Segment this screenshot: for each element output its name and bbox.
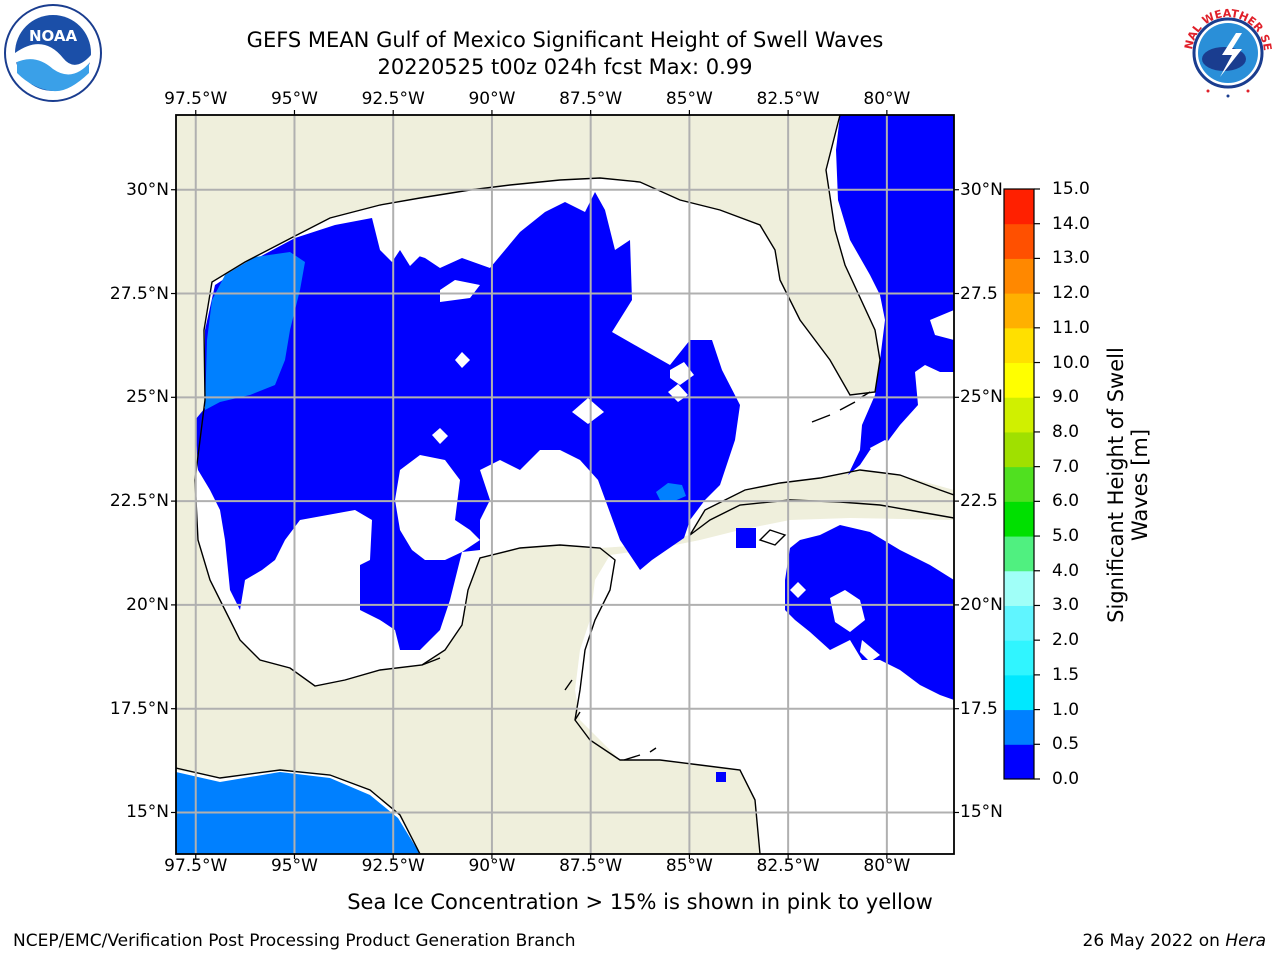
colorbar-segment [1004,536,1034,572]
colorbar-tick-label: 1.0 [1052,699,1080,720]
lat-label-right: 27.5 [960,283,998,304]
colorbar-segment [1004,744,1034,780]
colorbar-segment [1004,466,1034,502]
lon-label-top: 95°W [270,89,318,109]
colorbar-tick-label: 12.0 [1052,283,1090,304]
chart-title: GEFS MEAN Gulf of Mexico Significant Hei… [246,28,884,52]
colorbar-tick-label: 5.0 [1052,526,1080,547]
lon-label-bottom: 92.5°W [361,856,425,876]
lat-label-right: 20°N [960,594,1003,615]
colorbar-tick-label: 0.0 [1052,769,1080,789]
lat-label-left: 30°N [126,179,169,200]
colorbar-segment [1004,362,1034,398]
colorbar-tick-label: 9.0 [1052,387,1080,408]
lat-label-left: 25°N [126,387,169,408]
colorbar-tick-label: 3.0 [1052,595,1080,616]
footer-date: 26 May 2022 on Hera [1082,931,1267,951]
lon-label-bottom: 97.5°W [164,856,228,876]
lon-label-top: 80°W [863,89,911,109]
colorbar-tick-label: 4.0 [1052,560,1080,581]
colorbar-segment [1004,640,1034,676]
colorbar-segment [1004,674,1034,711]
colorbar-segment [1004,605,1034,641]
colorbar-tick-label: 10.0 [1052,352,1090,373]
lon-label-top: 92.5°W [361,89,425,109]
colorbar-segment [1004,258,1034,294]
lon-label-top: 87.5°W [559,89,623,109]
colorbar-segment [1004,397,1034,433]
colorbar-tick-label: 14.0 [1052,213,1090,234]
lat-label-left: 17.5°N [109,698,169,719]
lat-label-left: 22.5°N [109,491,169,512]
lon-label-bottom: 95°W [270,856,318,876]
lat-label-left: 15°N [126,802,169,823]
lon-label-top: 90°W [468,89,516,109]
footer-credit: NCEP/EMC/Verification Post Processing Pr… [13,931,576,951]
lat-label-right: 22.5 [960,491,998,512]
colorbar-segment [1004,570,1034,606]
colorbar-segment [1004,431,1034,468]
colorbar-tick-label: 13.0 [1052,248,1090,269]
lon-label-top: 97.5°W [164,89,228,109]
lon-label-bottom: 90°W [468,856,516,876]
graticule [176,115,954,854]
noaa-logo: NOAA [4,4,102,102]
lat-label-left: 27.5°N [109,283,169,304]
colorbar-tick-label: 0.5 [1052,734,1080,755]
colorbar-segment [1004,709,1034,745]
lon-label-top: 85°W [665,89,713,109]
colorbar-tick-label: 2.0 [1052,630,1080,651]
colorbar-segment [1004,327,1034,364]
colorbar-tick-label: 11.0 [1052,317,1090,338]
lon-label-bottom: 80°W [863,856,911,876]
svg-text:NOAA: NOAA [29,27,78,45]
lon-label-top: 82.5°W [756,89,820,109]
colorbar-tick-label: 8.0 [1052,421,1080,442]
colorbar-segment [1004,189,1034,225]
colorbar-tick-label: 7.0 [1052,456,1080,477]
map-frame [175,114,955,855]
lon-label-bottom: 87.5°W [559,856,623,876]
lat-label-right: 25°N [960,387,1003,408]
lat-label-right: 15°N [960,802,1003,823]
swell-field-low [195,115,954,782]
colorbar-segment [1004,501,1034,537]
colorbar-tick-label: 1.5 [1052,664,1080,685]
lon-label-bottom: 85°W [665,856,713,876]
colorbar-title: Significant Height of Swell Waves [m] [1104,347,1152,623]
colorbar-segment [1004,293,1034,329]
lat-label-right: 30°N [960,179,1003,200]
sea-ice-note: Sea Ice Concentration > 15% is shown in … [347,890,933,914]
colorbar-segment [1004,223,1034,259]
lon-label-bottom: 82.5°W [756,856,820,876]
lat-label-left: 20°N [126,594,169,615]
lat-label-right: 17.5 [960,698,998,719]
chart-subtitle: 20220525 t00z 024h fcst Max: 0.99 [377,55,753,79]
national-weather-service-logo: NATIONAL WEATHER SERVICE [1178,3,1276,101]
colorbar-tick-label: 15.0 [1052,179,1090,199]
colorbar-tick-label: 6.0 [1052,491,1080,512]
calm-patches [395,242,900,662]
